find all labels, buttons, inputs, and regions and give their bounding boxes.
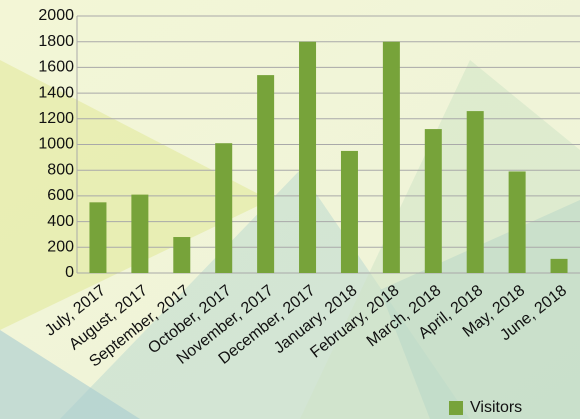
y-tick-label: 1200 (38, 110, 74, 127)
bar (215, 143, 232, 273)
y-tick-label: 400 (47, 213, 74, 230)
bar (173, 237, 190, 273)
bar (467, 111, 484, 273)
bar (551, 259, 568, 273)
bar (383, 42, 400, 273)
chart: 0200400600800100012001400160018002000Jul… (0, 0, 580, 419)
y-tick-label: 1000 (38, 136, 74, 153)
y-tick-label: 800 (47, 161, 74, 178)
bar (257, 75, 274, 273)
y-tick-label: 1600 (38, 59, 74, 76)
bar (341, 151, 358, 273)
bar (425, 129, 442, 273)
y-tick-label: 2000 (38, 7, 74, 24)
bar (299, 42, 316, 273)
y-tick-label: 1800 (38, 33, 74, 50)
y-tick-label: 0 (65, 264, 74, 281)
legend-label: Visitors (470, 399, 522, 416)
page: {"chart_data": {"type": "bar", "categori… (0, 0, 580, 419)
bar (509, 171, 526, 273)
legend-swatch (449, 401, 463, 415)
y-tick-label: 1400 (38, 84, 74, 101)
bar (89, 202, 106, 273)
bar (131, 195, 148, 273)
y-tick-label: 200 (47, 239, 74, 256)
y-tick-label: 600 (47, 187, 74, 204)
